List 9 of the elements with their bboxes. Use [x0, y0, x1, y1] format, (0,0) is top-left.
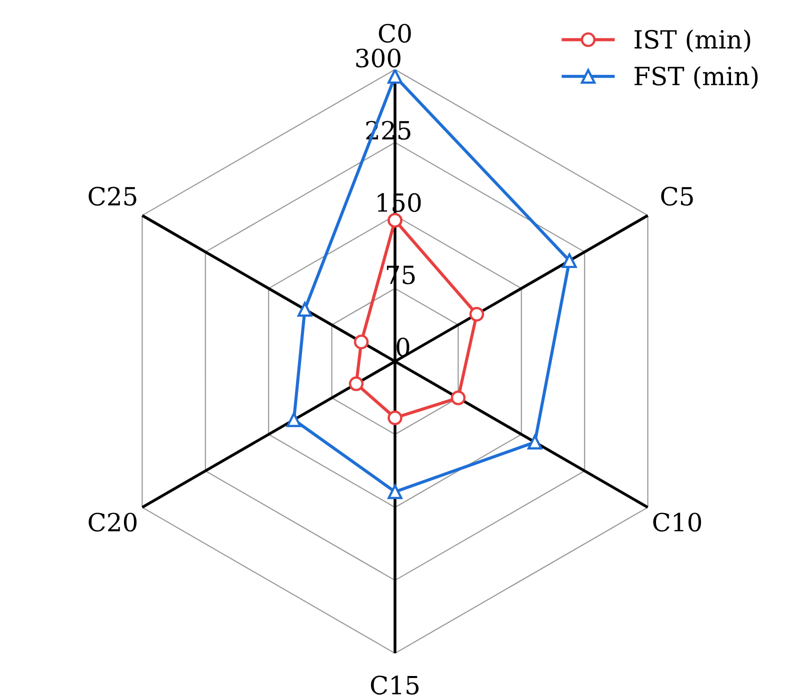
spoke-label: C5 — [661, 186, 693, 206]
legend-label: IST (min) — [634, 29, 750, 52]
y-tick-label: 300 — [356, 48, 400, 68]
spoke-label: C0 — [378, 24, 411, 43]
legend-label: FST (min) — [634, 66, 758, 90]
spoke-label: C20 — [88, 512, 137, 532]
spoke-label: C10 — [653, 512, 702, 532]
spoke-label: C25 — [88, 186, 136, 206]
spoke-label: C15 — [370, 676, 419, 695]
